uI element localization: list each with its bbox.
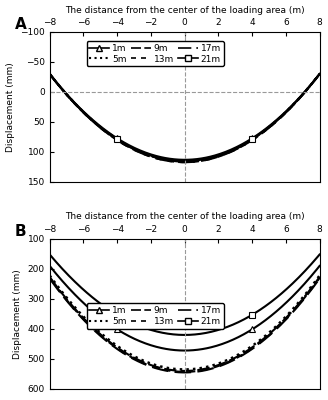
Text: B: B (15, 224, 26, 239)
X-axis label: The distance from the center of the loading area (m): The distance from the center of the load… (65, 6, 304, 14)
Y-axis label: Displacement (mm): Displacement (mm) (13, 269, 22, 359)
Legend: 1m, 5m, 9m, 13m, 17m, 21m: 1m, 5m, 9m, 13m, 17m, 21m (87, 41, 224, 66)
Legend: 1m, 5m, 9m, 13m, 17m, 21m: 1m, 5m, 9m, 13m, 17m, 21m (87, 304, 224, 329)
Text: A: A (15, 17, 26, 32)
Y-axis label: Displacement (mm): Displacement (mm) (6, 62, 14, 152)
X-axis label: The distance from the center of the loading area (m): The distance from the center of the load… (65, 212, 304, 222)
